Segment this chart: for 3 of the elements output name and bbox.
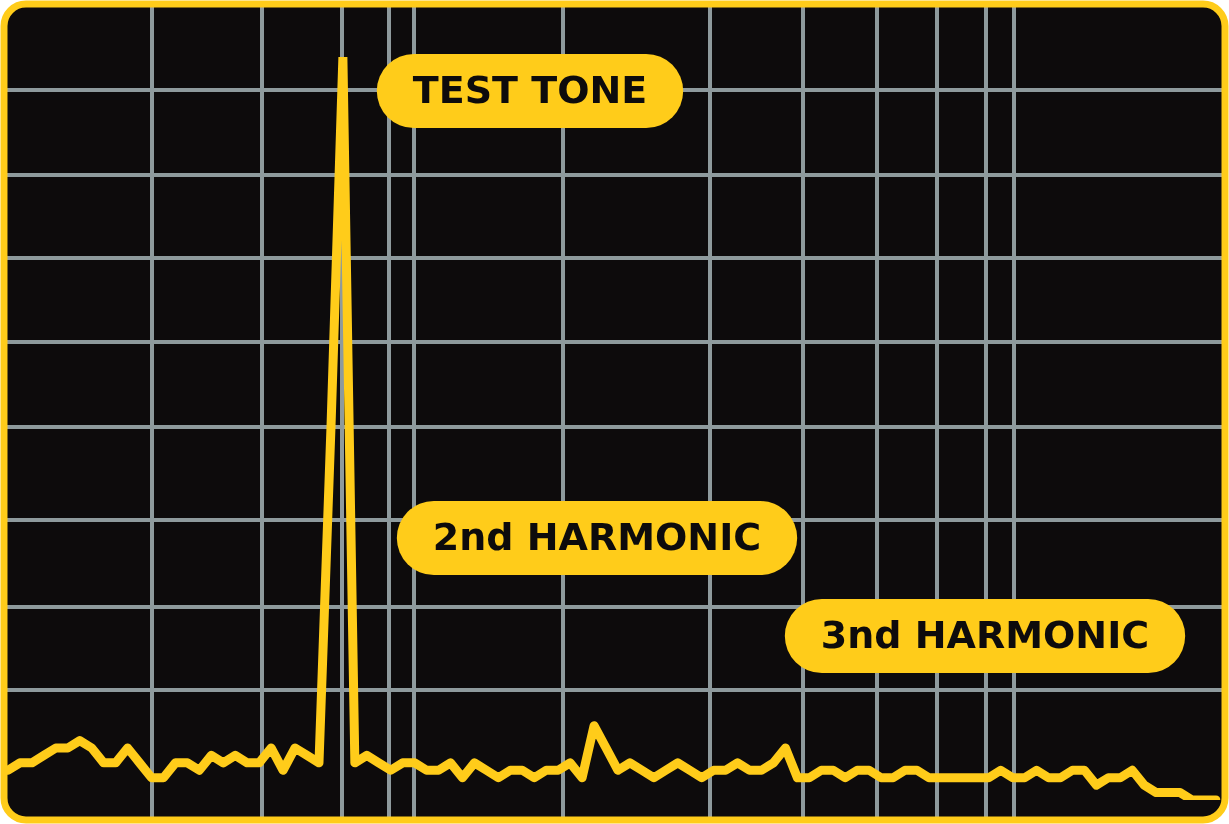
annotation: TEST TONE [412, 67, 648, 112]
annotation: 2nd HARMONIC [432, 514, 762, 559]
annotation: 3nd HARMONIC [820, 612, 1150, 657]
